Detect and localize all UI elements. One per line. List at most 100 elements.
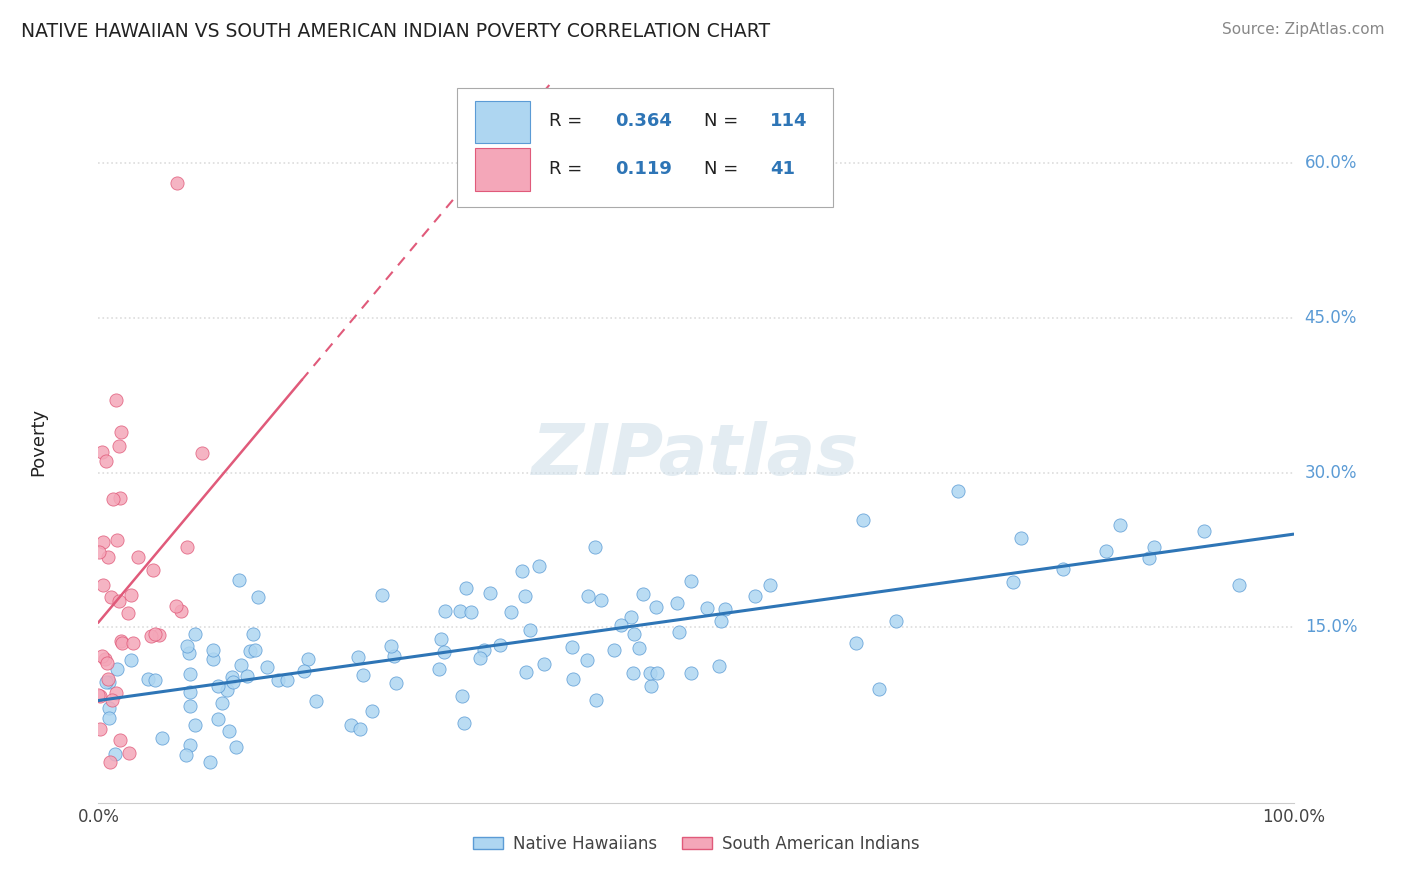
- Point: [256, 660, 278, 674]
- Point: [105, 685, 128, 699]
- Point: [222, 674, 245, 689]
- Point: [91, 578, 114, 592]
- Point: [143, 673, 166, 688]
- Text: Source: ZipAtlas.com: Source: ZipAtlas.com: [1222, 22, 1385, 37]
- Text: 114: 114: [770, 112, 807, 130]
- Point: [561, 640, 583, 654]
- Point: [1143, 541, 1166, 555]
- Point: [94, 652, 117, 666]
- Point: [1192, 524, 1215, 538]
- Point: [1227, 578, 1250, 592]
- Point: [510, 565, 533, 579]
- Point: [142, 563, 165, 577]
- Text: NATIVE HAWAIIAN VS SOUTH AMERICAN INDIAN POVERTY CORRELATION CHART: NATIVE HAWAIIAN VS SOUTH AMERICAN INDIAN…: [21, 22, 770, 41]
- Point: [141, 630, 163, 644]
- Point: [759, 578, 782, 592]
- Point: [179, 685, 201, 699]
- Text: Poverty: Poverty: [30, 408, 48, 475]
- Point: [89, 722, 111, 736]
- Text: N =: N =: [704, 161, 738, 178]
- Point: [501, 606, 523, 620]
- Point: [609, 618, 631, 632]
- FancyBboxPatch shape: [475, 101, 530, 143]
- Point: [211, 696, 233, 710]
- Point: [87, 545, 110, 559]
- Point: [136, 672, 159, 686]
- Point: [489, 638, 512, 652]
- Text: N =: N =: [704, 112, 738, 130]
- Point: [118, 747, 141, 761]
- Point: [97, 550, 120, 565]
- Point: [347, 649, 370, 664]
- Point: [98, 700, 121, 714]
- Point: [585, 693, 607, 707]
- Point: [297, 652, 319, 666]
- Point: [98, 711, 121, 725]
- Point: [143, 627, 166, 641]
- Point: [668, 625, 690, 640]
- Point: [184, 717, 207, 731]
- Point: [176, 639, 198, 653]
- Point: [104, 393, 127, 408]
- Point: [179, 667, 201, 681]
- Point: [478, 586, 501, 600]
- Point: [714, 602, 737, 616]
- Point: [202, 652, 225, 666]
- Point: [623, 626, 645, 640]
- Point: [120, 652, 142, 666]
- Text: 0.364: 0.364: [614, 112, 672, 130]
- Point: [619, 609, 641, 624]
- Point: [90, 648, 112, 663]
- Point: [108, 593, 131, 607]
- Point: [98, 755, 121, 769]
- Point: [380, 640, 402, 654]
- Point: [519, 624, 541, 638]
- Point: [533, 657, 555, 672]
- Point: [191, 446, 214, 460]
- Point: [361, 704, 384, 718]
- Point: [1137, 551, 1160, 566]
- Text: 15.0%: 15.0%: [1305, 618, 1357, 636]
- Point: [645, 665, 668, 680]
- Point: [105, 533, 128, 548]
- Point: [170, 604, 193, 618]
- Point: [472, 643, 495, 657]
- Point: [246, 591, 269, 605]
- Point: [845, 636, 868, 650]
- Point: [679, 666, 702, 681]
- Point: [91, 445, 114, 459]
- Point: [515, 665, 537, 680]
- Point: [179, 738, 201, 752]
- Point: [108, 733, 131, 747]
- Point: [305, 694, 328, 708]
- Point: [110, 633, 132, 648]
- Point: [352, 668, 374, 682]
- Point: [640, 679, 662, 693]
- Text: R =: R =: [548, 112, 582, 130]
- Point: [108, 491, 131, 505]
- FancyBboxPatch shape: [457, 87, 834, 207]
- Point: [183, 627, 205, 641]
- Point: [276, 673, 298, 687]
- Point: [710, 615, 733, 629]
- Point: [562, 672, 585, 686]
- Point: [176, 540, 198, 554]
- Point: [111, 636, 134, 650]
- Point: [339, 718, 361, 732]
- Point: [179, 646, 201, 660]
- Point: [589, 593, 612, 607]
- Point: [449, 604, 471, 618]
- Point: [215, 682, 238, 697]
- Point: [179, 698, 201, 713]
- Point: [627, 640, 650, 655]
- Point: [430, 632, 453, 646]
- Point: [148, 628, 170, 642]
- Point: [122, 636, 145, 650]
- Point: [707, 659, 730, 673]
- Point: [1109, 518, 1132, 533]
- Text: 30.0%: 30.0%: [1305, 464, 1357, 482]
- Point: [201, 643, 224, 657]
- Point: [166, 177, 188, 191]
- Point: [108, 439, 131, 453]
- Point: [91, 534, 114, 549]
